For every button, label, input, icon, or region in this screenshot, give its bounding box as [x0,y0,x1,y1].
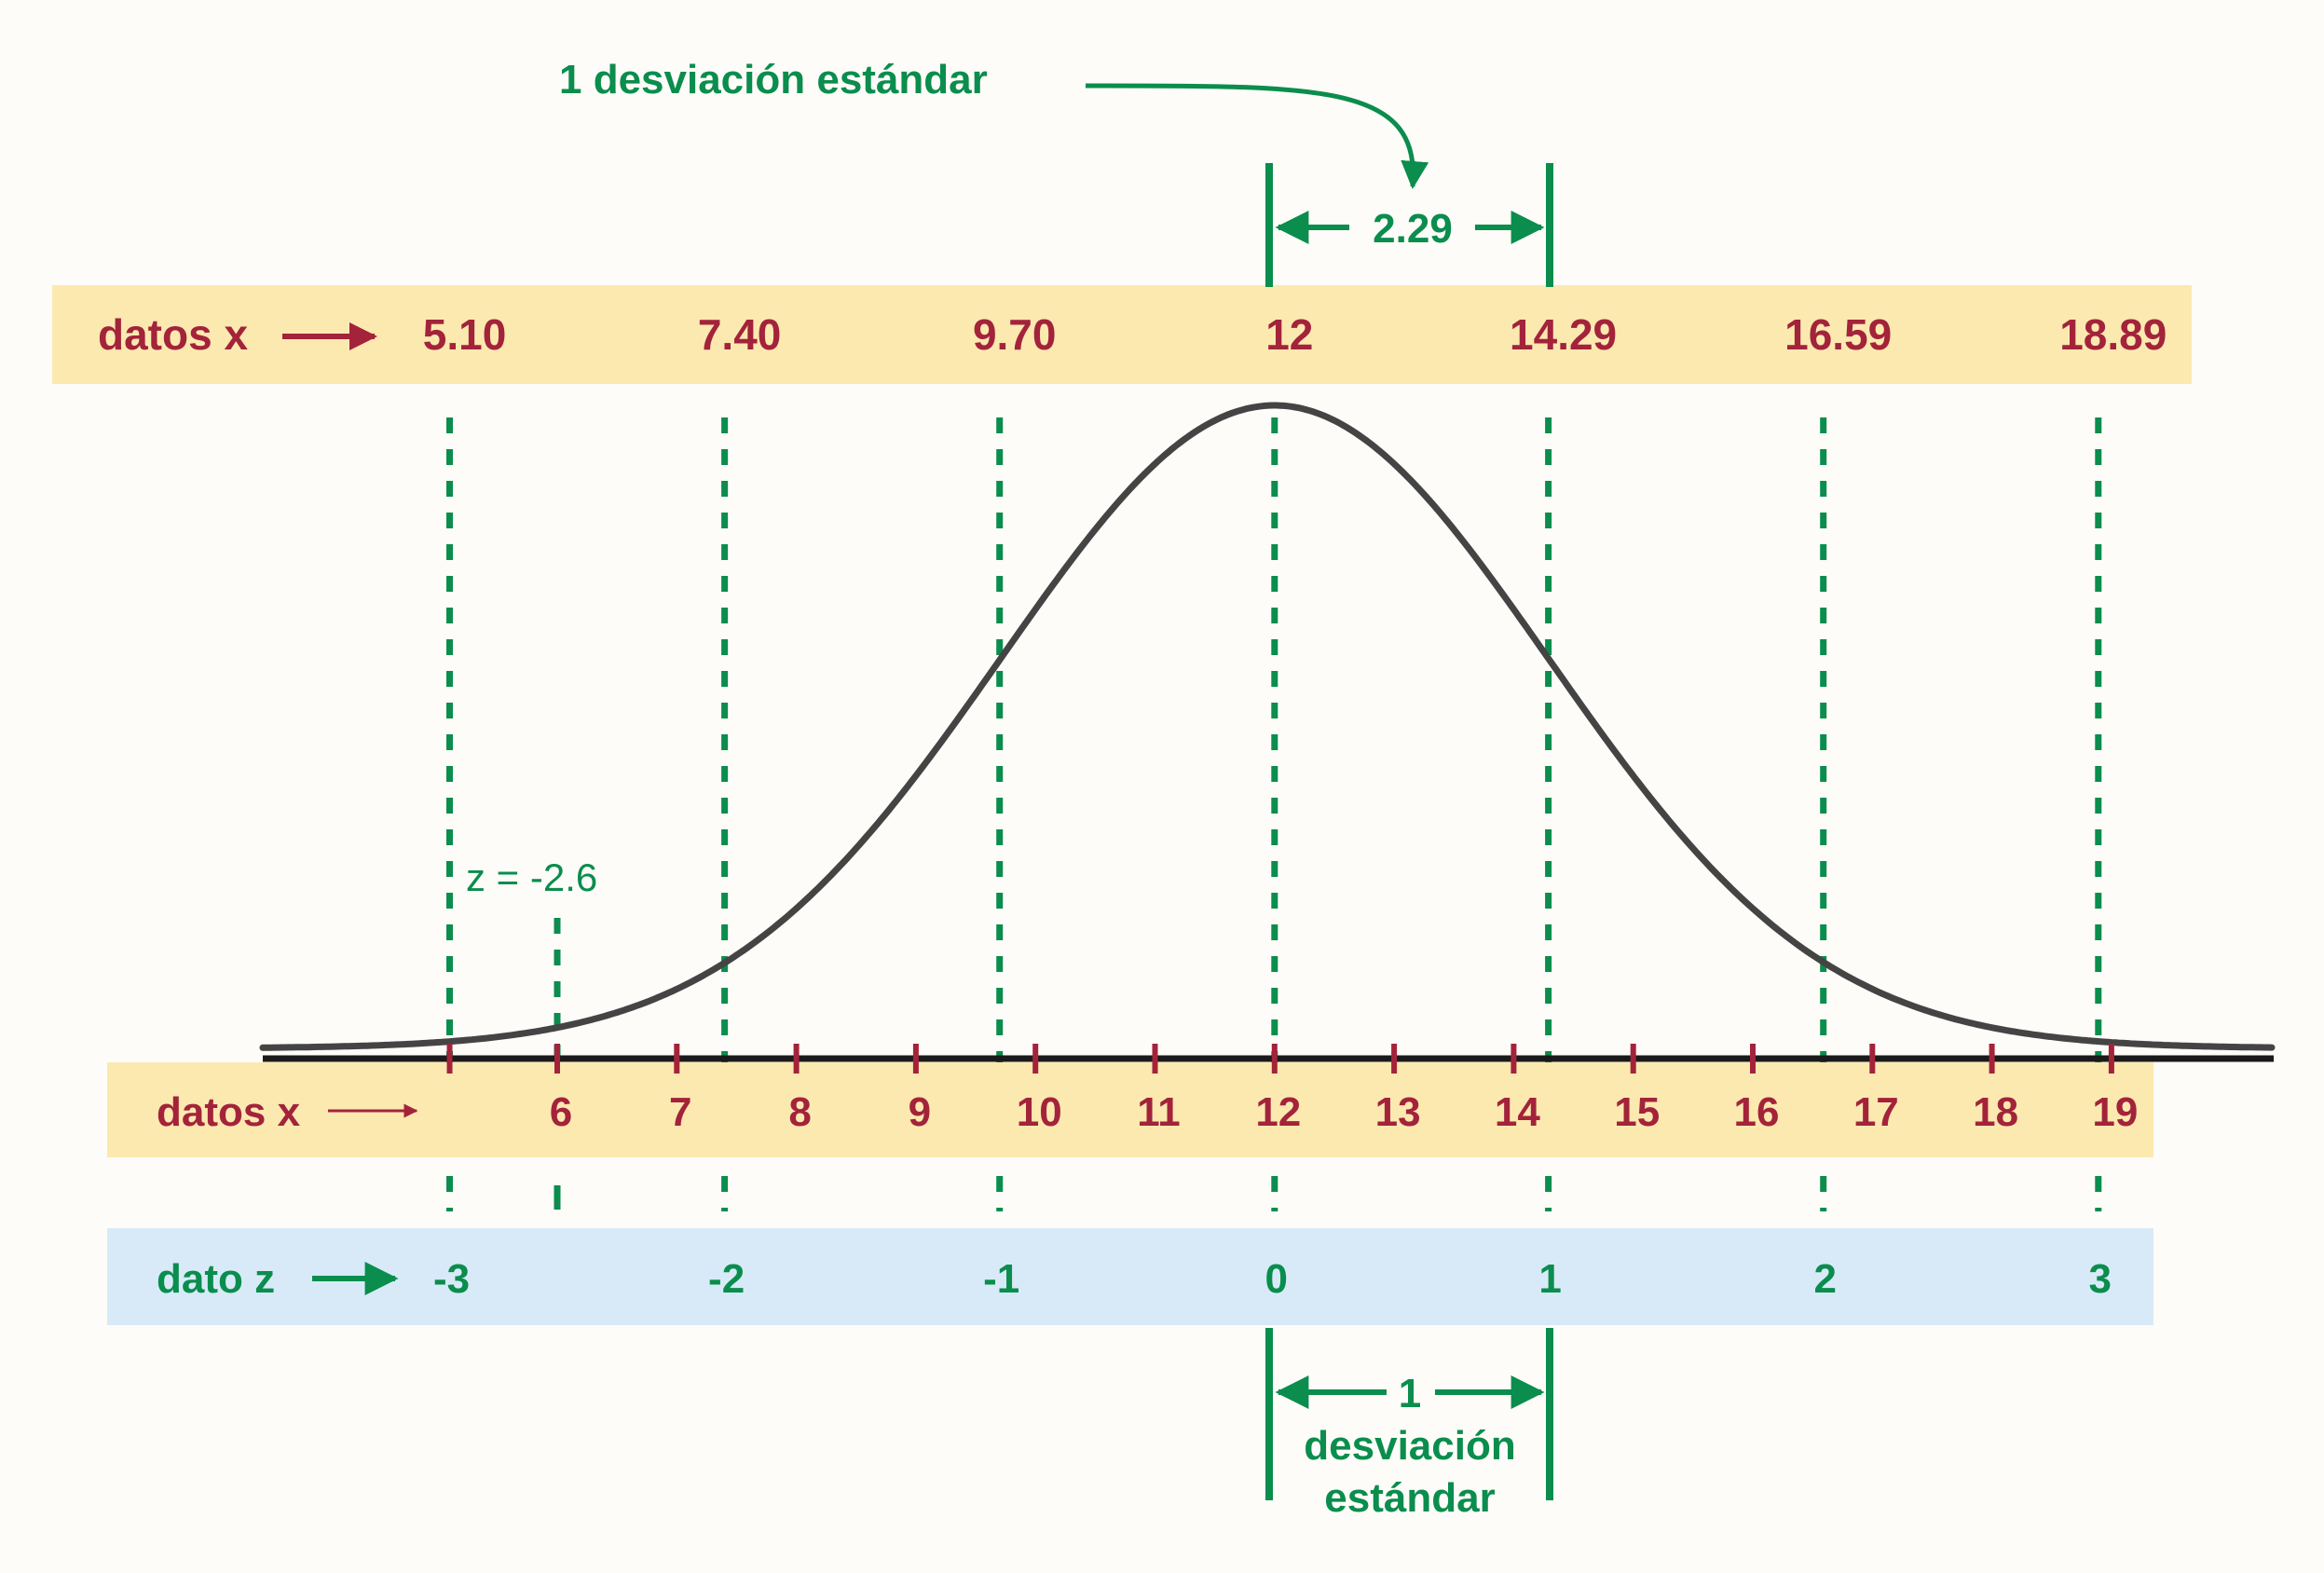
top-band-value: 18.89 [2059,310,2167,359]
top-span-value: 2.29 [1373,206,1453,252]
z-band-value: 3 [2089,1256,2112,1302]
axis-tick-label: 18 [1973,1089,2018,1135]
axis-tick-label: 10 [1017,1089,1062,1135]
top-annotation-arrow [1085,83,1429,189]
z-band-values: -3 -2 -1 0 1 2 3 [433,1256,2112,1302]
axis-tick-label: 12 [1255,1089,1301,1135]
top-band-value: 9.70 [973,310,1057,359]
z-band-value: 1 [1538,1256,1561,1302]
axis-x-band [107,1062,2153,1157]
top-band-label: datos x [98,310,248,359]
top-x-band [52,285,2192,384]
axis-tick-label: 19 [2092,1089,2138,1135]
top-band-value: 14.29 [1510,310,1617,359]
axis-tick-label: 8 [788,1089,811,1135]
z-marker-label: z = -2.6 [466,855,597,899]
x-axis-ticks [446,1044,2114,1074]
top-band-value: 5.10 [423,310,507,359]
z-band-value: 0 [1265,1256,1288,1302]
z-band-label: dato z [157,1256,275,1302]
bottom-annotation-line1: 1 [1399,1371,1421,1416]
top-band-value: 7.40 [698,310,782,359]
bottom-annotation-line3: estándar [1324,1475,1495,1521]
axis-tick-label: 11 [1137,1089,1181,1135]
std-dev-guide-lines [446,417,2102,1211]
bottom-annotation-line2: desviación [1304,1423,1515,1469]
axis-tick-label: 9 [909,1089,931,1135]
top-band-value: 12 [1265,310,1313,359]
axis-tick-label: 15 [1614,1089,1660,1135]
axis-tick-label: 13 [1375,1089,1421,1135]
axis-tick-label: 6 [550,1089,572,1135]
top-band-values: 5.10 7.40 9.70 12 14.29 16.59 18.89 [423,310,2167,359]
top-band-value: 16.59 [1784,310,1892,359]
z-band-value: -3 [433,1256,470,1302]
top-annotation-label: 1 desviación estándar [559,57,988,103]
axis-tick-label: 14 [1495,1089,1540,1135]
normal-curve [259,402,2276,1051]
z-band-value: 2 [1813,1256,1836,1302]
axis-tick-label: 7 [669,1089,691,1135]
axis-tick-labels: 6 7 8 9 10 11 12 13 14 15 16 17 18 19 [550,1089,2139,1135]
axis-band-label: datos x [157,1089,301,1135]
z-band [107,1228,2153,1325]
z-band-value: -2 [708,1256,745,1302]
axis-tick-label: 16 [1734,1089,1780,1135]
z-band-value: -1 [983,1256,1019,1302]
axis-tick-label: 17 [1853,1089,1899,1135]
